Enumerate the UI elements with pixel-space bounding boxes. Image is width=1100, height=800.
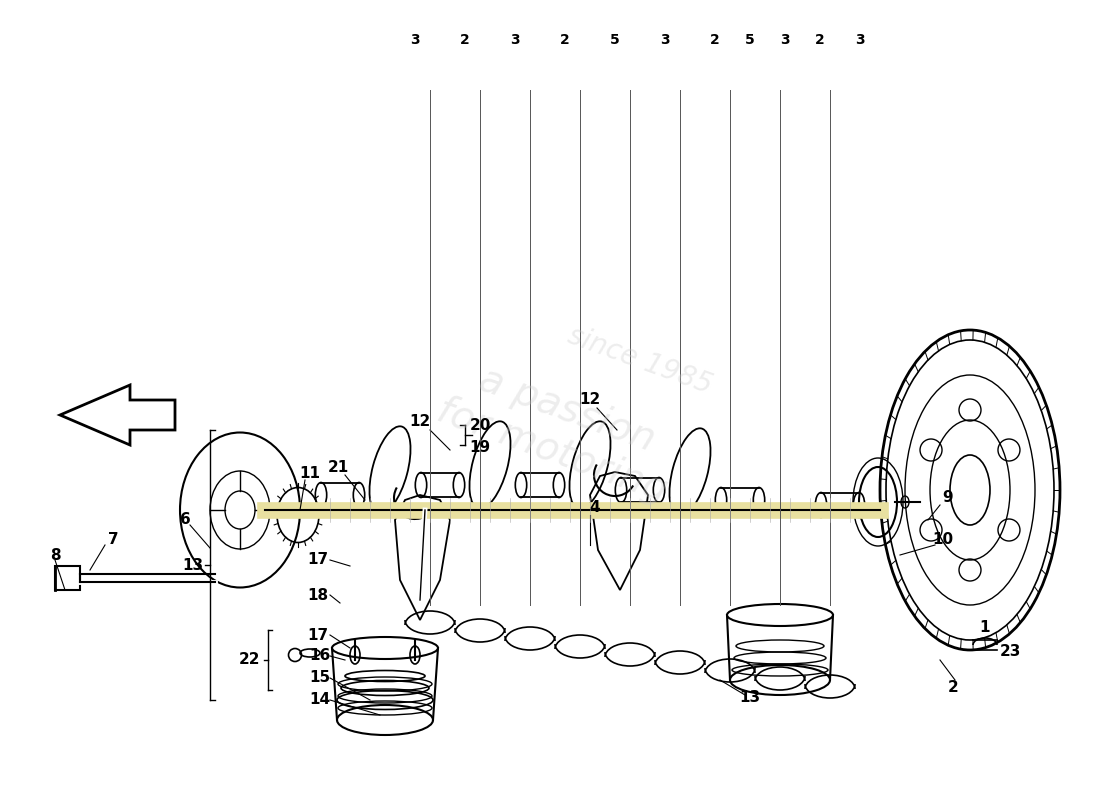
Text: 16: 16 xyxy=(309,649,331,663)
Text: 11: 11 xyxy=(299,466,320,481)
Text: 2: 2 xyxy=(815,33,825,47)
Text: 3: 3 xyxy=(780,33,790,47)
Text: 21: 21 xyxy=(328,461,349,475)
Text: 5: 5 xyxy=(610,33,620,47)
Text: 18: 18 xyxy=(307,587,329,602)
Text: 17: 17 xyxy=(307,627,329,642)
Text: 12: 12 xyxy=(580,393,601,407)
Text: 7: 7 xyxy=(108,533,119,547)
Text: 3: 3 xyxy=(660,33,670,47)
Text: 20: 20 xyxy=(470,418,491,433)
Text: a passion
for motoring: a passion for motoring xyxy=(432,350,688,510)
Text: 3: 3 xyxy=(855,33,865,47)
Text: 12: 12 xyxy=(409,414,430,430)
Polygon shape xyxy=(60,385,175,445)
Text: 23: 23 xyxy=(999,643,1021,658)
Text: 13: 13 xyxy=(739,690,760,706)
Text: 3: 3 xyxy=(510,33,520,47)
Text: 6: 6 xyxy=(179,513,190,527)
Text: 4: 4 xyxy=(590,501,601,515)
Text: 3: 3 xyxy=(410,33,420,47)
Text: 14: 14 xyxy=(309,693,331,707)
Text: 5: 5 xyxy=(745,33,755,47)
Text: 2: 2 xyxy=(947,681,958,695)
Text: 1: 1 xyxy=(980,619,990,634)
Text: 13: 13 xyxy=(183,558,204,573)
Text: 22: 22 xyxy=(240,653,261,667)
Text: 8: 8 xyxy=(50,547,60,562)
Text: since 1985: since 1985 xyxy=(564,321,716,399)
Text: 2: 2 xyxy=(560,33,570,47)
Text: 19: 19 xyxy=(470,441,491,455)
Text: 15: 15 xyxy=(309,670,331,686)
Text: 17: 17 xyxy=(307,553,329,567)
Text: 9: 9 xyxy=(943,490,954,506)
Text: 10: 10 xyxy=(933,533,954,547)
Text: 2: 2 xyxy=(711,33,719,47)
Text: 2: 2 xyxy=(460,33,470,47)
